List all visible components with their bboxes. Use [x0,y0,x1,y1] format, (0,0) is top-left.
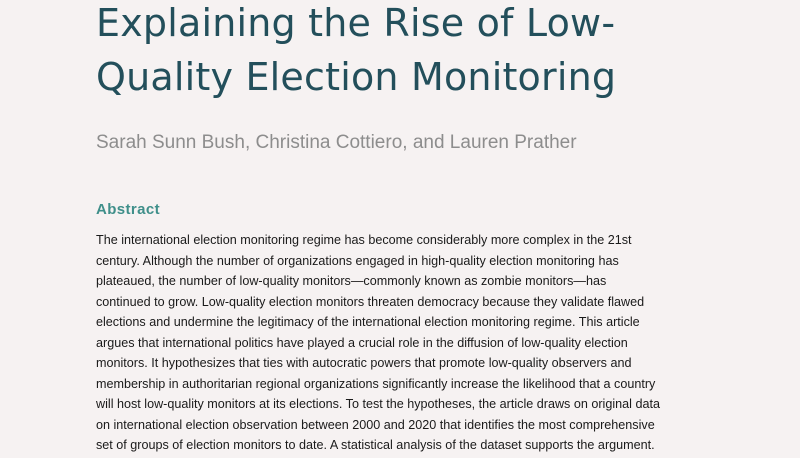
abstract-line: elections and undermine the legitimacy o… [96,315,640,329]
abstract-body: The international election monitoring re… [96,230,710,456]
abstract-line: plateaued, the number of low-quality mon… [96,274,607,288]
abstract-line: continued to grow. Low-quality election … [96,294,645,309]
title-line-1: Explaining the Rise of Low- [96,1,616,45]
author-list: Sarah Sunn Bush, Christina Cottiero, and… [96,132,577,153]
abstract-line: will host low-quality monitors at its el… [96,397,660,411]
abstract-line: The international election monitoring re… [96,233,632,247]
paper-title: Explaining the Rise of Low- Quality Elec… [96,0,736,104]
abstract-heading: Abstract [96,201,161,218]
abstract-line: century. Although the number of organiza… [96,253,619,268]
title-line-2: Quality Election Monitoring [96,55,617,99]
abstract-line: argues that international politics have … [96,335,628,350]
abstract-line: set of groups of election monitors to da… [96,438,655,452]
abstract-line: membership in authoritarian regional org… [96,376,656,391]
abstract-line: on international election observation be… [96,417,655,432]
abstract-line: monitors. It hypothesizes that ties with… [96,356,632,370]
